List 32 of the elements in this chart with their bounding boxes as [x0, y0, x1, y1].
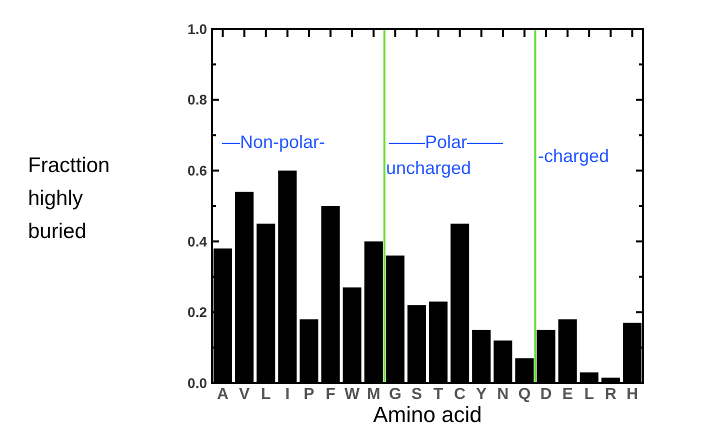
annotation: ——Polar—— [389, 132, 504, 152]
x-tick-label: F [326, 386, 336, 403]
x-tick-label: E [562, 386, 574, 403]
x-tick-label: L [260, 386, 271, 403]
y-tick-label: 0.2 [188, 304, 208, 320]
x-tick-label: G [388, 386, 402, 403]
annotation: uncharged [386, 158, 472, 178]
y-tick-label: 0.0 [188, 374, 208, 391]
x-tick-label: S [411, 386, 422, 403]
x-tick-label: W [344, 386, 361, 403]
x-tick-label: N [497, 386, 509, 403]
x-tick-label: R [604, 386, 617, 403]
x-tick-label: L [584, 386, 594, 403]
y-tick-label: 0.8 [188, 92, 208, 108]
x-tick-label: P [304, 386, 315, 403]
y-tick-label: 0.6 [188, 162, 208, 178]
x-tick-label: V [238, 386, 250, 403]
annotation: -charged [538, 146, 610, 166]
x-tick-label: Y [476, 386, 488, 403]
x-tick-label: T [433, 386, 444, 403]
x-axis-title: Amino acid [373, 402, 482, 427]
y-tick-label: 1.0 [188, 20, 208, 37]
y-tick-label: 0.4 [188, 233, 208, 250]
x-tick-label: Q [518, 386, 531, 403]
x-tick-label: A [216, 386, 229, 403]
annotation: —Non-polar- [222, 132, 326, 152]
x-tick-label: D [540, 386, 552, 403]
x-tick-label: H [626, 386, 638, 403]
x-tick-label: I [285, 386, 290, 403]
y-axis-title: Fracttion highly buried [28, 154, 110, 243]
x-tick-label: C [454, 386, 466, 403]
x-tick-label: M [366, 386, 380, 403]
